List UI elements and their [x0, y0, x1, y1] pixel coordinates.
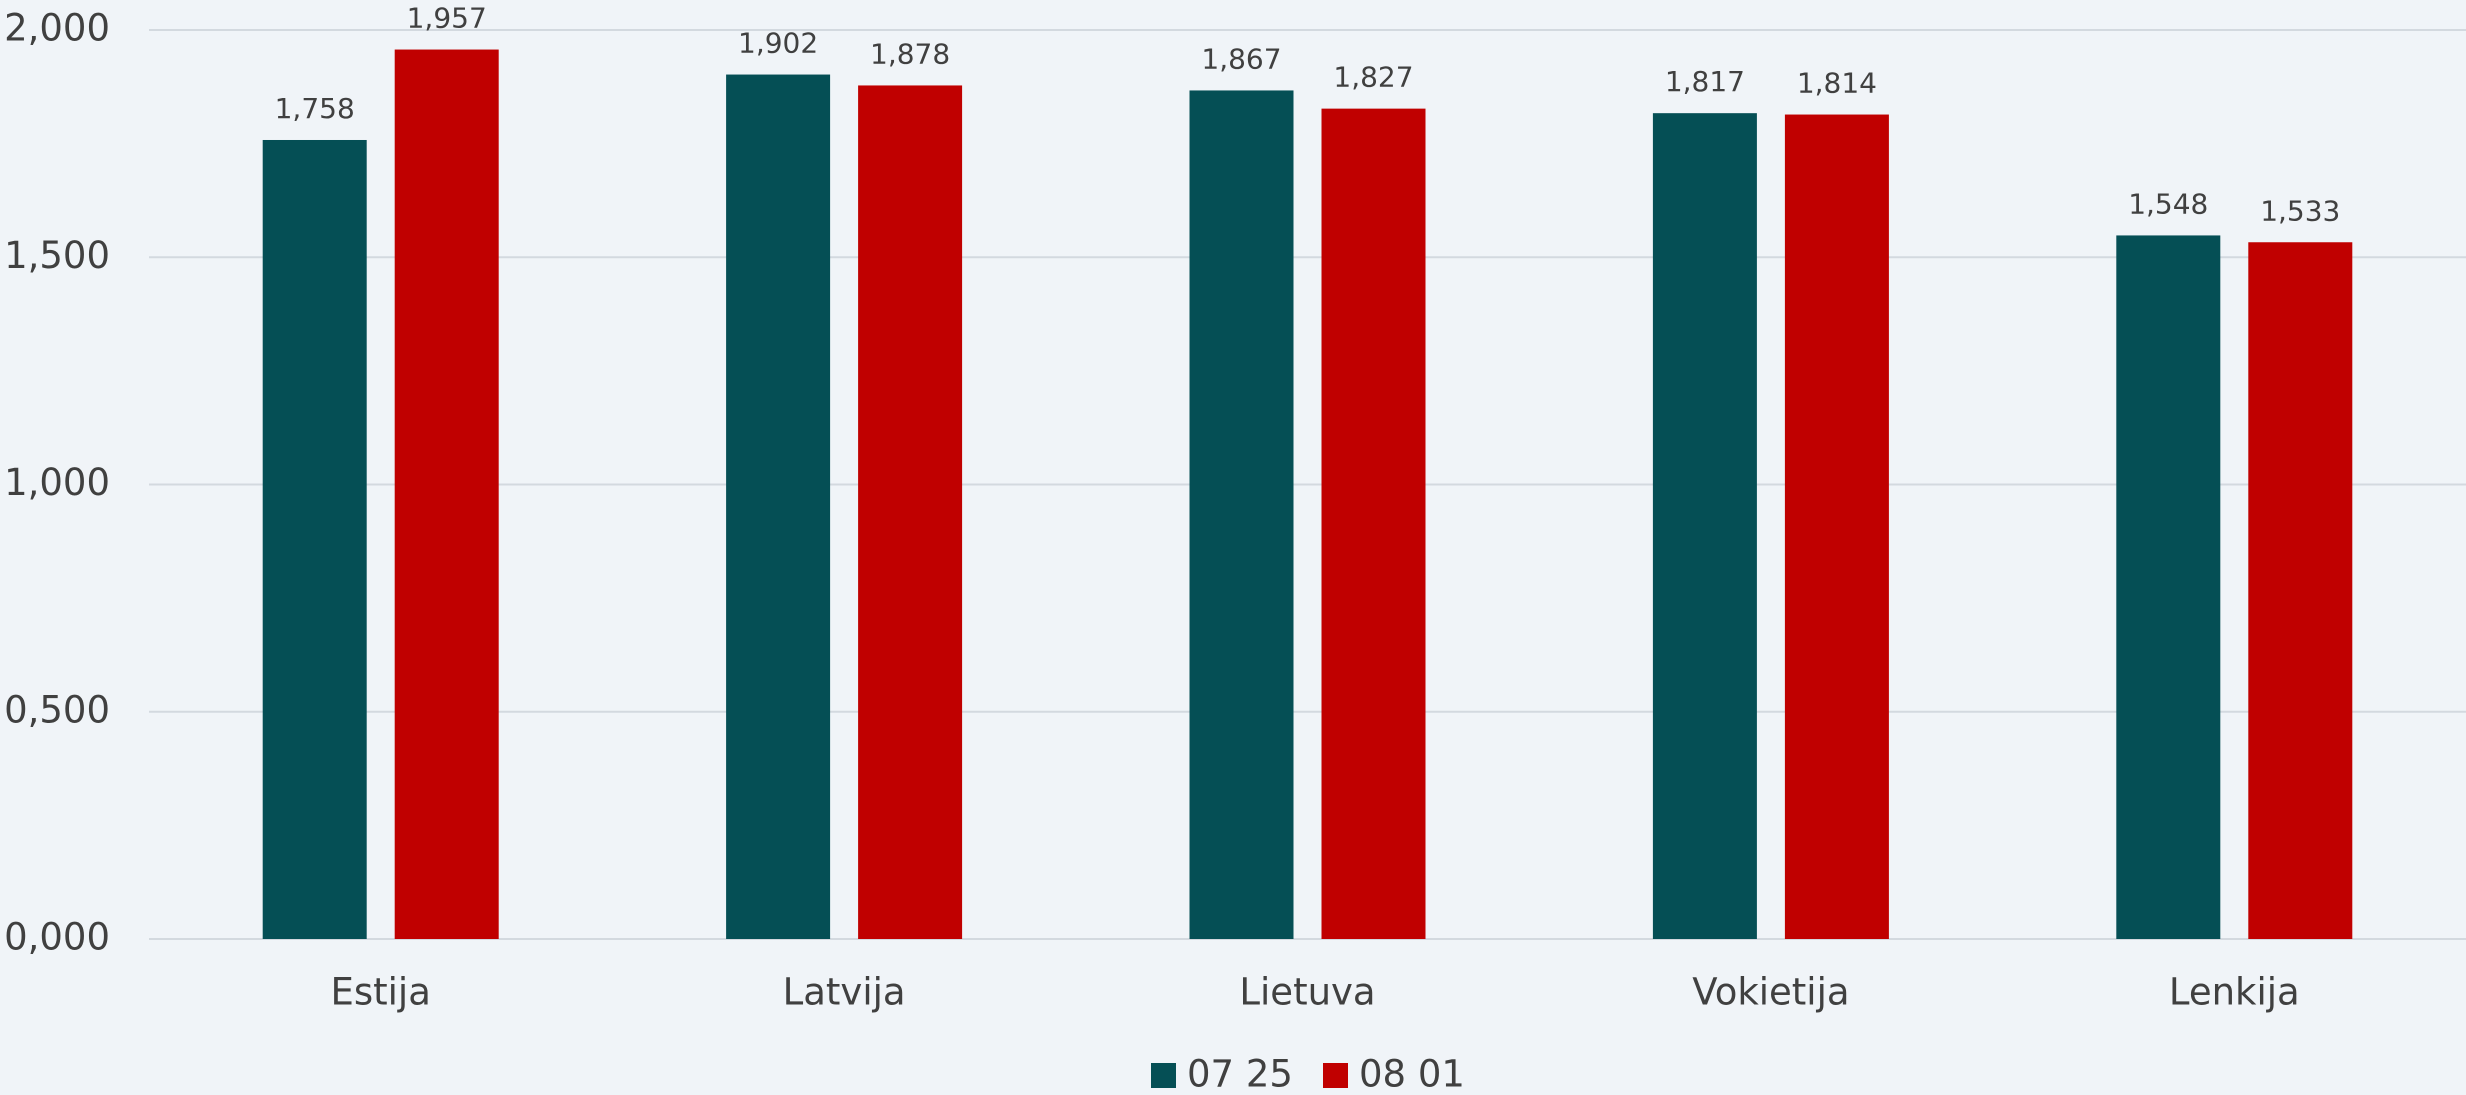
y-tick-label: 1,500 [4, 234, 110, 277]
value-label: 1,814 [1797, 67, 1877, 100]
bar [858, 85, 963, 940]
value-label: 1,817 [1665, 65, 1745, 98]
bar [1652, 113, 1757, 939]
legend-swatch [1151, 1063, 1176, 1088]
x-tick-label: Lietuva [1239, 971, 1375, 1014]
y-tick-label: 2,000 [4, 7, 110, 50]
y-tick-label: 0,500 [4, 688, 110, 731]
x-tick-label: Latvija [783, 971, 906, 1014]
value-label: 1,902 [738, 27, 818, 60]
bar [1784, 114, 1889, 940]
bar [726, 74, 831, 939]
value-label: 1,548 [2128, 187, 2208, 220]
bar [1189, 90, 1294, 940]
y-tick-label: 1,000 [4, 461, 110, 504]
legend-label: 07 25 [1187, 1053, 1293, 1095]
value-label: 1,878 [870, 37, 950, 70]
value-label: 1,957 [407, 2, 487, 35]
value-label: 1,867 [1201, 42, 1281, 75]
bar [262, 139, 367, 939]
value-label: 1,533 [2260, 194, 2340, 227]
bar [1321, 108, 1426, 940]
bar [394, 49, 499, 939]
x-tick-label: Lenkija [2169, 971, 2300, 1014]
x-tick-label: Estija [330, 971, 430, 1014]
value-label: 1,758 [275, 92, 355, 125]
value-label: 1,827 [1333, 61, 1413, 94]
legend-swatch [1323, 1063, 1348, 1088]
bar [2248, 242, 2353, 940]
y-tick-label: 0,000 [4, 916, 110, 959]
x-tick-label: Vokietija [1692, 971, 1849, 1014]
bar [2116, 235, 2221, 939]
legend-label: 08 01 [1359, 1053, 1465, 1095]
